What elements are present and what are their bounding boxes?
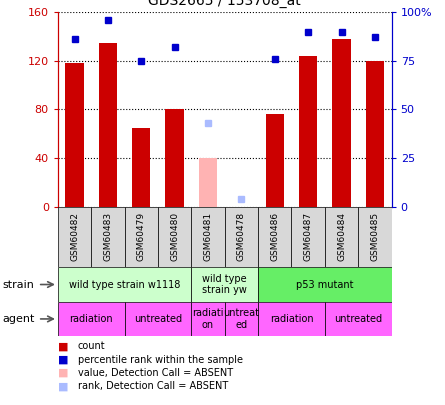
Text: GSM60482: GSM60482 xyxy=(70,213,79,261)
Text: GSM60479: GSM60479 xyxy=(137,212,146,262)
Title: GDS2665 / 153708_at: GDS2665 / 153708_at xyxy=(148,0,301,9)
Bar xyxy=(65,63,84,207)
Bar xyxy=(191,302,225,336)
Text: ■: ■ xyxy=(58,341,69,351)
Text: GSM60486: GSM60486 xyxy=(270,212,279,262)
Bar xyxy=(325,207,358,267)
Bar xyxy=(158,207,191,267)
Text: strain: strain xyxy=(2,280,34,290)
Text: ■: ■ xyxy=(58,368,69,378)
Bar xyxy=(291,207,325,267)
Bar xyxy=(199,158,217,207)
Text: radiati
on: radiati on xyxy=(192,308,224,330)
Text: ■: ■ xyxy=(58,355,69,364)
Bar xyxy=(258,302,325,336)
Text: agent: agent xyxy=(2,314,35,324)
Text: radiation: radiation xyxy=(270,314,313,324)
Text: count: count xyxy=(78,341,105,351)
Bar xyxy=(266,114,284,207)
Bar xyxy=(125,207,158,267)
Text: GSM60484: GSM60484 xyxy=(337,213,346,261)
Text: GSM60487: GSM60487 xyxy=(303,212,313,262)
Text: value, Detection Call = ABSENT: value, Detection Call = ABSENT xyxy=(78,368,233,378)
Text: untreat
ed: untreat ed xyxy=(223,308,259,330)
Text: GSM60481: GSM60481 xyxy=(203,212,213,262)
Bar xyxy=(358,207,392,267)
Bar xyxy=(132,128,150,207)
Text: rank, Detection Call = ABSENT: rank, Detection Call = ABSENT xyxy=(78,382,228,391)
Text: GSM60485: GSM60485 xyxy=(370,212,380,262)
Bar xyxy=(91,207,125,267)
Bar xyxy=(58,207,91,267)
Text: wild type strain w1118: wild type strain w1118 xyxy=(69,279,180,290)
Bar xyxy=(58,267,191,302)
Bar xyxy=(166,109,184,207)
Text: ■: ■ xyxy=(58,382,69,391)
Bar xyxy=(99,43,117,207)
Text: untreated: untreated xyxy=(334,314,382,324)
Bar xyxy=(366,61,384,207)
Text: wild type
strain yw: wild type strain yw xyxy=(202,274,247,295)
Text: percentile rank within the sample: percentile rank within the sample xyxy=(78,355,243,364)
Text: GSM60478: GSM60478 xyxy=(237,212,246,262)
Text: untreated: untreated xyxy=(134,314,182,324)
Bar xyxy=(325,302,392,336)
Bar xyxy=(125,302,191,336)
Bar xyxy=(225,207,258,267)
Text: radiation: radiation xyxy=(69,314,113,324)
Bar xyxy=(299,56,317,207)
Bar xyxy=(332,39,351,207)
Text: GSM60480: GSM60480 xyxy=(170,212,179,262)
Text: p53 mutant: p53 mutant xyxy=(296,279,354,290)
Bar xyxy=(191,267,258,302)
Bar xyxy=(225,302,258,336)
Bar xyxy=(258,207,291,267)
Bar xyxy=(58,302,125,336)
Bar xyxy=(191,207,225,267)
Text: GSM60483: GSM60483 xyxy=(103,212,113,262)
Bar xyxy=(258,267,392,302)
